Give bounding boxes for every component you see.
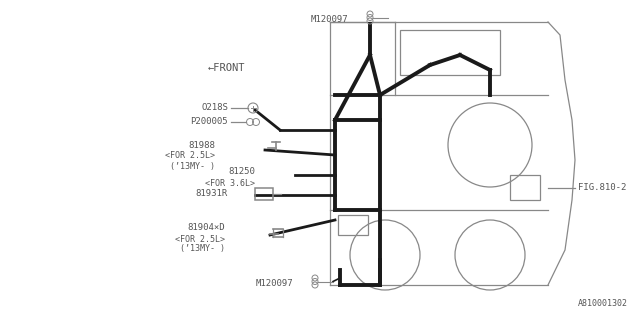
Text: (’13MY- ): (’13MY- ): [170, 162, 215, 171]
Text: M120097: M120097: [255, 278, 293, 287]
Text: <FOR 3.6L>: <FOR 3.6L>: [205, 179, 255, 188]
Text: O218S: O218S: [201, 103, 228, 113]
Text: 81931R: 81931R: [196, 188, 228, 197]
Text: <FOR 2.5L>: <FOR 2.5L>: [175, 235, 225, 244]
Bar: [400, 30, 500, 75]
Text: ←FRONT: ←FRONT: [208, 63, 246, 73]
Text: 81904×D: 81904×D: [188, 223, 225, 233]
Text: FIG.810-2: FIG.810-2: [578, 183, 627, 193]
Bar: [510, 175, 540, 200]
Text: 81988: 81988: [188, 140, 215, 149]
Text: P200005: P200005: [190, 117, 228, 126]
Text: M120097: M120097: [310, 14, 348, 23]
Bar: [338, 215, 368, 235]
Bar: [255, 188, 273, 200]
Text: 81250: 81250: [228, 167, 255, 177]
Text: A810001302: A810001302: [578, 299, 628, 308]
Text: <FOR 2.5L>: <FOR 2.5L>: [165, 151, 215, 161]
Text: (’13MY- ): (’13MY- ): [180, 244, 225, 253]
